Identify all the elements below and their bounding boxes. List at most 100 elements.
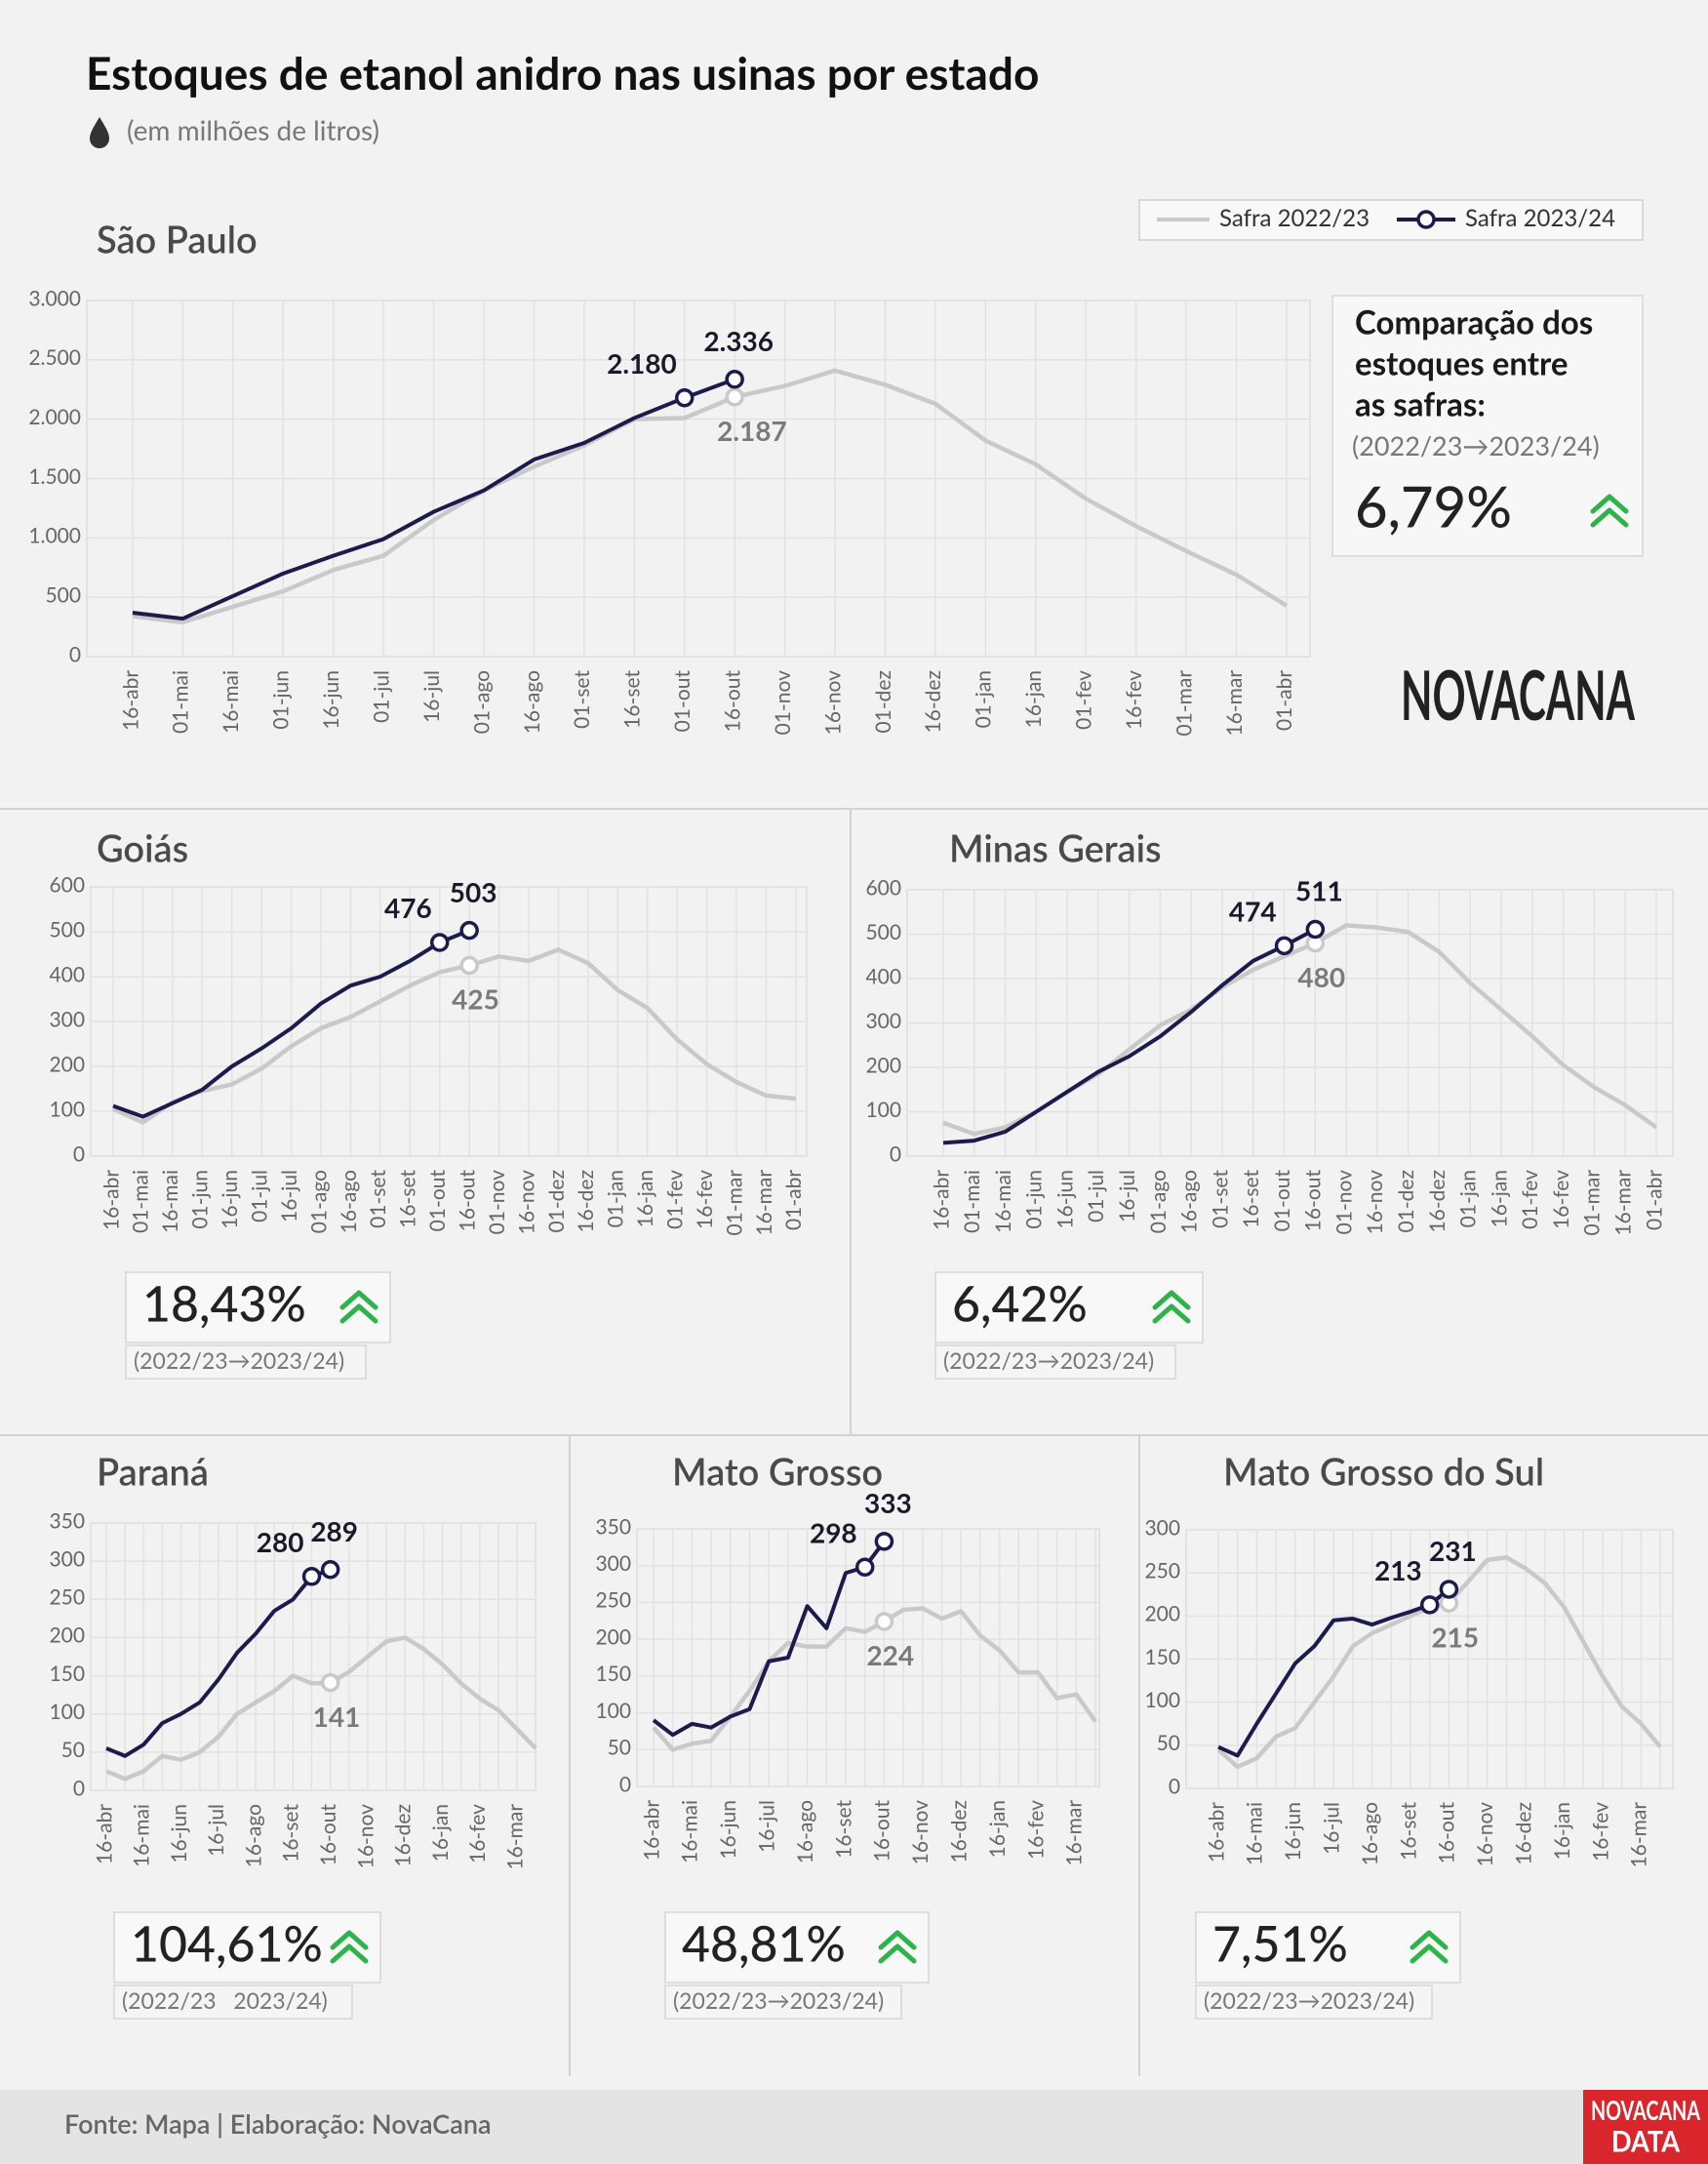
x-tick-label: 16-out	[720, 670, 744, 733]
x-tick-label: 16-jul	[1115, 1170, 1139, 1222]
x-tick-label: 16-dez	[921, 670, 945, 734]
y-tick-label: 1.000	[28, 524, 81, 548]
footer	[0, 2090, 1708, 2164]
data-label: 503	[450, 875, 497, 908]
up-chevron	[1152, 1290, 1191, 1310]
y-tick-label: 100	[49, 1097, 85, 1121]
x-tick-label: 16-mai	[1243, 1802, 1267, 1865]
series-line	[105, 1567, 332, 1758]
badge	[1583, 2090, 1708, 2164]
comparison-box	[1195, 1911, 1461, 1984]
legend-label: Safra 2023/24	[1465, 204, 1615, 232]
x-tick-label: 16-jun	[716, 1800, 740, 1860]
badge-text: NOVACANA	[1591, 2093, 1700, 2126]
x-tick-label: 01-jan	[972, 670, 996, 728]
x-tick-label: 01-set	[1208, 1170, 1232, 1228]
series-line	[132, 377, 735, 621]
x-tick-label: 16-set	[1239, 1170, 1263, 1228]
x-tick-label: 16-fev	[465, 1804, 490, 1863]
x-tick-label: 16-mar	[1627, 1802, 1651, 1868]
chart-title: Goiás	[97, 826, 188, 871]
up-chevron	[330, 1944, 369, 1964]
x-tick-label: 16-set	[831, 1800, 855, 1859]
comparison-period: (2022/23→2023/24)	[134, 1346, 344, 1374]
y-tick-label: 400	[49, 962, 85, 986]
y-tick-label: 0	[73, 1142, 85, 1166]
x-tick-label: 16-mai	[130, 1804, 154, 1867]
data-label: 213	[1374, 1553, 1422, 1586]
x-tick-label: 16-fev	[1588, 1802, 1612, 1862]
y-tick-label: 300	[595, 1551, 631, 1576]
y-tick-label: 0	[69, 642, 81, 666]
data-label: 280	[257, 1525, 304, 1558]
y-tick-label: 100	[865, 1098, 901, 1122]
subtitle: (em milhões de litros)	[127, 113, 379, 146]
page-title: Estoques de etanol anidro nas usinas por…	[86, 46, 1039, 100]
comparison-value: 18,43%	[142, 1274, 306, 1333]
comparison-period: (2022/23→2023/24)	[673, 1986, 884, 2014]
x-tick-label: 16-nov	[353, 1804, 377, 1868]
x-tick-label: 01-fev	[1071, 670, 1095, 730]
x-tick-label: 01-out	[670, 670, 695, 733]
y-tick-label: 600	[49, 872, 85, 897]
x-tick-label: 16-jul	[277, 1170, 301, 1222]
x-tick-label: 16-mar	[502, 1804, 527, 1870]
chart-title: Paraná	[97, 1450, 209, 1495]
comparison-title: as safras:	[1355, 384, 1486, 423]
y-tick-label: 100	[595, 1699, 631, 1723]
y-tick-label: 50	[61, 1738, 85, 1762]
x-tick-label: 16-jan	[1550, 1802, 1574, 1860]
x-tick-label: 16-nov	[1473, 1802, 1497, 1866]
x-tick-label: 16-mar	[1062, 1800, 1087, 1866]
up-chevron	[1590, 494, 1629, 514]
x-tick-label: 16-fev	[1023, 1800, 1048, 1860]
x-tick-label: 01-jul	[369, 670, 393, 723]
comparison-period: (2022/23→2023/24)	[943, 1346, 1154, 1374]
point-marker	[1274, 936, 1294, 956]
y-tick-label: 0	[73, 1776, 85, 1800]
comparison-title: Comparação dos	[1355, 302, 1593, 341]
x-tick-label: 16-set	[279, 1804, 303, 1863]
x-tick-label: 01-jun	[188, 1170, 213, 1229]
point-marker	[1419, 1595, 1440, 1615]
y-tick-label: 200	[595, 1624, 631, 1649]
source: Fonte: Mapa | Elaboração: NovaCana	[64, 2107, 492, 2140]
x-tick-label: 16-jul	[204, 1804, 228, 1857]
data-label: 224	[866, 1638, 914, 1671]
y-tick-label: 50	[1157, 1731, 1180, 1755]
up-chevron	[878, 1944, 917, 1964]
x-tick-label: 16-abr	[99, 1170, 123, 1230]
data-label: 231	[1429, 1534, 1477, 1567]
x-tick-label: 01-ago	[306, 1170, 331, 1233]
data-label: 425	[452, 982, 499, 1016]
y-tick-label: 2.000	[28, 405, 81, 429]
x-tick-label: 16-jul	[419, 670, 444, 723]
x-tick-label: 16-jun	[218, 1170, 242, 1229]
y-tick-label: 150	[1144, 1645, 1180, 1669]
comparison-value: 104,61%	[131, 1914, 323, 1973]
x-tick-label: 16-jun	[319, 670, 343, 730]
x-tick-label: 16-abr	[1204, 1802, 1228, 1863]
x-tick-label: 16-ago	[337, 1170, 361, 1233]
series-line	[132, 368, 1289, 624]
x-tick-label: 16-out	[870, 1800, 894, 1863]
y-tick-label: 200	[49, 1052, 85, 1076]
x-tick-label: 16-out	[455, 1170, 479, 1232]
point-marker	[301, 1567, 322, 1586]
x-tick-label: 16-dez	[947, 1800, 972, 1863]
legend-label: Safra 2022/23	[1219, 204, 1370, 232]
x-tick-label: 16-set	[396, 1170, 420, 1228]
x-tick-label: 16-dez	[1512, 1802, 1536, 1865]
comparison-note-box	[1195, 1984, 1433, 2020]
comparison-value: 7,51%	[1212, 1914, 1348, 1973]
y-tick-label: 1.500	[28, 464, 81, 489]
x-tick-label: 16-mar	[752, 1170, 776, 1236]
x-tick-label: 16-abr	[929, 1170, 953, 1230]
chart-title: Minas Gerais	[949, 826, 1162, 871]
data-label: 141	[313, 1700, 361, 1733]
point-marker	[320, 1672, 340, 1693]
up-chevron	[1590, 507, 1629, 528]
x-tick-label: 16-mai	[991, 1170, 1015, 1233]
point-marker	[320, 1560, 340, 1580]
x-tick-label: 16-fev	[693, 1170, 717, 1229]
